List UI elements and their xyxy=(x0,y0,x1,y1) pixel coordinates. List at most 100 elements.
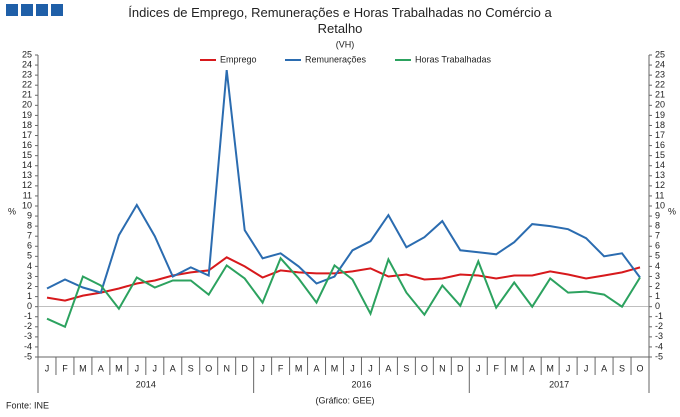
x-tick-label: M xyxy=(331,363,339,373)
x-tick-label: A xyxy=(98,363,104,373)
x-tick-label: O xyxy=(421,363,428,373)
y-tick-label: 15 xyxy=(22,150,32,160)
y-tick-label: 21 xyxy=(22,90,32,100)
x-tick-label: D xyxy=(241,363,248,373)
x-tick-label: F xyxy=(62,363,68,373)
y-tick-label: 20 xyxy=(22,100,32,110)
x-tick-label: J xyxy=(584,363,589,373)
y2-tick-label: -5 xyxy=(655,351,663,361)
legend-label: Horas Trabalhadas xyxy=(415,54,492,64)
legend-label: Remunerações xyxy=(305,54,367,64)
y-tick-label: 5 xyxy=(27,251,32,261)
y-tick-label: 11 xyxy=(23,190,32,200)
y2-tick-label: 12 xyxy=(655,180,665,190)
x-tick-label: O xyxy=(205,363,212,373)
y-tick-label: 6 xyxy=(27,241,32,251)
y2-tick-label: 1 xyxy=(655,291,660,301)
y2-tick-label: 2 xyxy=(655,281,660,291)
y2-tick-label: -1 xyxy=(655,311,663,321)
logo-square xyxy=(21,4,33,16)
logo-square xyxy=(51,4,63,16)
x-tick-label: S xyxy=(403,363,409,373)
y-tick-label: -2 xyxy=(24,321,32,331)
y2-tick-label: 15 xyxy=(655,150,665,160)
y2-tick-label: 14 xyxy=(655,160,665,170)
x-tick-label: J xyxy=(153,363,158,373)
y2-tick-label: 8 xyxy=(655,221,660,231)
credit: (Gráfico: GEE) xyxy=(315,395,374,405)
series-line xyxy=(46,256,641,329)
x-tick-label: S xyxy=(619,363,625,373)
y-tick-label: 2 xyxy=(27,281,32,291)
y-tick-label: 25 xyxy=(22,49,32,59)
y2-tick-label: 4 xyxy=(655,261,660,271)
y2-tick-label: 17 xyxy=(655,130,665,140)
y-tick-label: -5 xyxy=(24,351,32,361)
y2-tick-label: 20 xyxy=(655,100,665,110)
x-tick-label: M xyxy=(546,363,554,373)
x-tick-label: M xyxy=(295,363,303,373)
logo-square xyxy=(36,4,48,16)
y2-tick-label: 7 xyxy=(655,231,660,241)
y-tick-label: 4 xyxy=(27,261,32,271)
x-tick-label: J xyxy=(566,363,571,373)
x-tick-label: J xyxy=(135,363,140,373)
x-tick-label: A xyxy=(529,363,535,373)
y2-tick-label: -4 xyxy=(655,341,663,351)
year-label: 2016 xyxy=(351,379,371,389)
x-tick-label: M xyxy=(115,363,123,373)
y2-tick-label: 24 xyxy=(655,59,665,69)
y-tick-label: 12 xyxy=(22,180,32,190)
series-line xyxy=(46,69,641,294)
x-tick-label: J xyxy=(350,363,355,373)
y-tick-label: 3 xyxy=(27,271,32,281)
y-tick-label: 7 xyxy=(27,231,32,241)
y-tick-label: 19 xyxy=(22,110,32,120)
year-label: 2017 xyxy=(549,379,569,389)
y2-tick-label: 11 xyxy=(655,190,664,200)
y2-tick-label: 19 xyxy=(655,110,665,120)
y2-tick-label: 23 xyxy=(655,70,665,80)
x-tick-label: N xyxy=(439,363,446,373)
chart-title: Índices de Emprego, Remunerações e Horas… xyxy=(128,5,552,36)
y-tick-label: 10 xyxy=(22,200,32,210)
y2-tick-label: 13 xyxy=(655,170,665,180)
y2-tick-label: 6 xyxy=(655,241,660,251)
y-tick-label: 0 xyxy=(27,301,32,311)
y2-tick-label: 9 xyxy=(655,210,660,220)
y2-tick-label: 16 xyxy=(655,140,665,150)
y-tick-label: 1 xyxy=(27,291,32,301)
y2-tick-label: 22 xyxy=(655,80,665,90)
x-tick-label: J xyxy=(45,363,50,373)
x-tick-label: J xyxy=(368,363,373,373)
y-tick-label: 22 xyxy=(22,80,32,90)
x-tick-label: F xyxy=(494,363,500,373)
x-tick-label: J xyxy=(476,363,481,373)
x-tick-label: M xyxy=(510,363,518,373)
x-tick-label: D xyxy=(457,363,464,373)
y-tick-label: -3 xyxy=(24,331,32,341)
y-tick-label: 9 xyxy=(27,210,32,220)
y-tick-label: -4 xyxy=(24,341,32,351)
y2-tick-label: 3 xyxy=(655,271,660,281)
y2-tick-label: 21 xyxy=(655,90,665,100)
y-tick-label: 23 xyxy=(22,70,32,80)
x-tick-label: F xyxy=(278,363,284,373)
x-tick-label: A xyxy=(385,363,391,373)
x-tick-label: A xyxy=(601,363,607,373)
y-axis-label: % xyxy=(668,206,676,216)
x-tick-label: A xyxy=(314,363,320,373)
y-axis-label: % xyxy=(8,206,16,216)
x-tick-label: S xyxy=(188,363,194,373)
x-tick-label: N xyxy=(223,363,230,373)
y2-tick-label: -2 xyxy=(655,321,663,331)
y-tick-label: 18 xyxy=(22,120,32,130)
y-tick-label: 14 xyxy=(22,160,32,170)
chart-subtitle: (VH) xyxy=(336,39,355,49)
legend-label: Emprego xyxy=(220,54,257,64)
y2-tick-label: -3 xyxy=(655,331,663,341)
y2-tick-label: 25 xyxy=(655,49,665,59)
x-tick-label: M xyxy=(79,363,87,373)
year-label: 2014 xyxy=(136,379,156,389)
